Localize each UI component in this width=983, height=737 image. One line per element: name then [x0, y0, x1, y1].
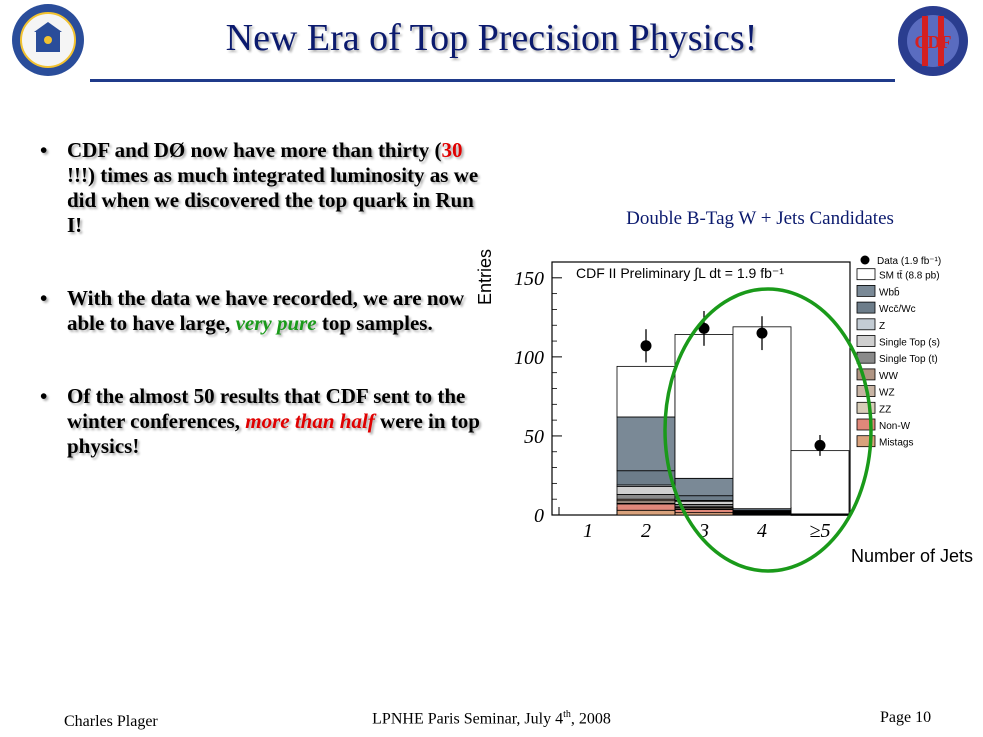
- y-tick-label: 100: [514, 347, 544, 369]
- chart-annotation: CDF II Preliminary ∫L dt = 1.9 fb⁻¹: [576, 265, 784, 281]
- footer-event-main: LPNHE Paris Seminar, July 4: [372, 710, 564, 728]
- bullet-text: were in top physics!: [67, 409, 480, 458]
- y-tick-label: 50: [524, 426, 544, 448]
- legend-label: Mistags: [879, 438, 913, 449]
- bullet-text: more than half: [245, 409, 375, 433]
- bar-segment: [616, 470, 676, 486]
- data-point: [756, 327, 768, 339]
- legend-swatch: [856, 318, 876, 331]
- x-tick-label: 3: [698, 520, 709, 542]
- bullet-text: CDF and DØ now have more than thirty (: [67, 138, 442, 162]
- bar-segment: [732, 326, 792, 510]
- bar-segment: [674, 477, 734, 497]
- bullet-text: top samples.: [316, 311, 433, 335]
- bullet-text: Of the almost 50 results that CDF sent t…: [67, 384, 466, 433]
- bullet-text: !!!) times as much integrated luminosity…: [67, 163, 479, 237]
- data-point: [640, 340, 652, 352]
- x-tick-label: 4: [757, 520, 767, 542]
- bullet-text: very pure: [235, 311, 317, 335]
- bullet-text: With the data we have recorded, we are n…: [67, 286, 465, 335]
- chart-title: Double B-Tag W + Jets Candidates: [626, 208, 894, 229]
- svg-text:CDF: CDF: [915, 32, 952, 52]
- legend-label: WZ: [879, 388, 895, 399]
- data-point: [814, 439, 826, 451]
- legend-swatch: [856, 401, 876, 414]
- legend-label: Wcc̄/Wc: [879, 304, 916, 315]
- legend-label: Non-W: [879, 421, 911, 432]
- legend-label: Single Top (t): [879, 354, 938, 365]
- bar-segment: [790, 450, 850, 515]
- legend-swatch: [856, 435, 876, 448]
- legend-label: Single Top (s): [879, 338, 940, 349]
- x-tick-label: 1: [583, 520, 593, 542]
- legend-label: Wbb̄: [879, 286, 900, 299]
- bar-segment: [674, 495, 734, 501]
- footer-event: LPNHE Paris Seminar, July 4th, 2008: [0, 709, 983, 728]
- bullet-item: • Of the almost 50 results that CDF sent …: [40, 384, 490, 459]
- highlight-ellipse: [663, 287, 873, 573]
- legend-label: SM tt̄ (8.8 pb): [879, 269, 940, 281]
- title-divider: [90, 79, 895, 82]
- bullet-dot: •: [40, 384, 48, 408]
- legend-swatch: [856, 335, 876, 347]
- university-of-california-seal-icon: [12, 4, 84, 76]
- legend-swatch: [856, 268, 876, 281]
- bar-segment: [616, 494, 676, 500]
- y-tick-label: 150: [514, 268, 544, 290]
- data-point: [698, 322, 710, 334]
- bullet-dot: •: [40, 138, 48, 162]
- footer-author: Charles Plager: [64, 713, 158, 730]
- bar-segment: [616, 509, 676, 516]
- x-tick-label: ≥5: [810, 520, 831, 542]
- legend-swatch: [856, 418, 876, 431]
- bullet-list: • CDF and DØ now have more than thirty (3…: [40, 138, 490, 507]
- legend-label: Data (1.9 fb⁻¹): [877, 256, 941, 267]
- bullet-text: 30: [441, 138, 463, 162]
- footer-event-sup: th: [563, 709, 571, 720]
- y-tick-label: 0: [534, 505, 544, 527]
- cdf-run-ii-logo-icon: CDF: [898, 6, 968, 76]
- legend-label: Z: [879, 321, 885, 332]
- footer-page-number: Page 10: [880, 709, 932, 726]
- bullet-item: • CDF and DØ now have more than thirty (3…: [40, 138, 490, 238]
- bar-segment: [674, 500, 734, 505]
- x-tick-label: 2: [641, 520, 651, 542]
- bar-segment: [616, 503, 676, 511]
- x-axis-label: Number of Jets: [851, 546, 973, 566]
- legend-swatch: [856, 301, 876, 314]
- stacked-bar-chart: 0 50 100 150 1 2 3 4 ≥5 Number of Jets Entries CDF …: [475, 249, 973, 573]
- legend-swatch: [856, 285, 876, 297]
- bar-segment: [616, 486, 676, 495]
- slide-title: New Era of Top Precision Physics!: [225, 17, 758, 59]
- bullet-item: • With the data we have recorded, we are …: [40, 286, 490, 336]
- legend-label: WW: [879, 371, 898, 382]
- y-axis-label: Entries: [475, 249, 495, 305]
- legend-swatch: [860, 255, 870, 265]
- footer-event-tail: , 2008: [570, 710, 611, 728]
- bar-segment: [674, 334, 734, 479]
- bullet-dot: •: [40, 286, 48, 310]
- legend-label: ZZ: [879, 404, 891, 415]
